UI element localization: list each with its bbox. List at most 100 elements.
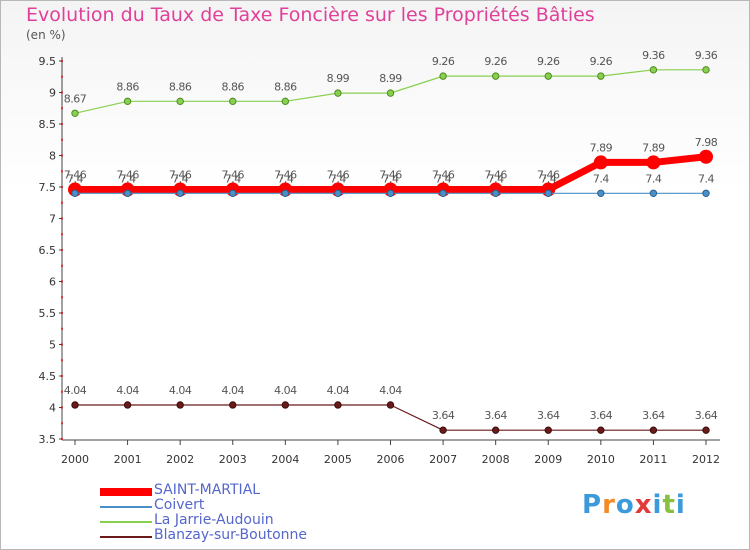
logo-letter: o	[615, 490, 635, 520]
data-label-la-jarrie-audouin: 8.86	[222, 80, 245, 93]
x-tick-label: 2012	[692, 453, 720, 466]
data-point-la-jarrie-audouin	[229, 97, 237, 106]
data-point-blanzay-sur-boutonne	[123, 401, 132, 409]
data-label-la-jarrie-audouin: 9.26	[432, 55, 455, 68]
data-point-coivert	[123, 189, 132, 198]
y-tick-label: 6	[49, 276, 56, 289]
y-tick-label: 6.5	[39, 244, 57, 257]
y-minor-tick	[61, 359, 63, 362]
data-label-la-jarrie-audouin: 8.86	[169, 80, 192, 93]
y-tick-label: 9.5	[39, 55, 57, 68]
data-label-la-jarrie-audouin: 8.99	[379, 72, 402, 85]
x-tick-label: 2009	[534, 453, 562, 466]
y-minor-tick	[61, 264, 63, 267]
legend-item: Blanzay-sur-Boutonne	[100, 527, 360, 544]
x-tick-label: 2003	[219, 453, 247, 466]
chart-legend: SAINT-MARTIAL Coivert La Jarrie-Audouin Bla…	[100, 482, 360, 544]
legend-item: Coivert	[100, 497, 360, 514]
data-point-coivert	[334, 189, 342, 198]
data-point-coivert	[229, 189, 237, 198]
legend-label: Coivert	[154, 497, 205, 513]
data-point-saint-martial	[646, 155, 661, 170]
data-point-blanzay-sur-boutonne	[229, 401, 237, 409]
data-point-saint-martial	[593, 155, 608, 170]
data-point-la-jarrie-audouin	[491, 72, 500, 80]
proxiti-logo: Proxiti	[582, 490, 686, 520]
logo-letter: r	[602, 490, 616, 520]
y-tick-label: 8.5	[39, 118, 57, 131]
data-point-coivert	[544, 189, 552, 198]
legend-swatch	[100, 506, 152, 508]
data-point-la-jarrie-audouin	[702, 66, 710, 74]
y-minor-tick	[61, 327, 63, 330]
x-tick-label: 2011	[639, 453, 667, 466]
y-tick-label: 4	[49, 402, 56, 415]
logo-letter: i	[675, 490, 686, 520]
data-label-la-jarrie-audouin: 8.86	[274, 80, 297, 93]
legend-swatch	[100, 488, 152, 496]
logo-letter: i	[652, 490, 663, 520]
legend-label: SAINT-MARTIAL	[154, 482, 261, 498]
data-label-blanzay-sur-boutonne: 3.64	[432, 409, 455, 422]
logo-letter: P	[582, 490, 603, 520]
data-label-coivert: 7.4	[120, 172, 136, 185]
x-tick-label: 2001	[114, 453, 142, 466]
data-point-coivert	[386, 189, 395, 198]
data-point-blanzay-sur-boutonne	[544, 426, 552, 434]
legend-swatch	[100, 536, 152, 538]
legend-swatch	[100, 521, 152, 523]
data-point-la-jarrie-audouin	[281, 97, 290, 106]
data-point-blanzay-sur-boutonne	[176, 401, 184, 409]
data-label-blanzay-sur-boutonne: 4.04	[327, 384, 350, 397]
y-minor-tick	[61, 107, 63, 110]
y-tick-label: 3.5	[39, 433, 57, 446]
x-tick-label: 2006	[377, 453, 405, 466]
data-point-la-jarrie-audouin	[597, 72, 605, 80]
x-tick-label: 2005	[324, 453, 352, 466]
data-label-coivert: 7.4	[225, 172, 241, 185]
data-label-la-jarrie-audouin: 9.26	[484, 55, 507, 68]
data-label-saint-martial: 7.89	[642, 141, 665, 154]
y-minor-tick	[61, 170, 63, 173]
data-label-coivert: 7.4	[435, 172, 451, 185]
data-point-blanzay-sur-boutonne	[71, 401, 79, 409]
data-label-blanzay-sur-boutonne: 3.64	[590, 409, 613, 422]
data-point-blanzay-sur-boutonne	[281, 401, 290, 409]
data-point-coivert	[439, 189, 447, 198]
data-label-la-jarrie-audouin: 9.26	[590, 55, 613, 68]
x-tick-label: 2002	[166, 453, 194, 466]
data-label-coivert: 7.4	[330, 172, 346, 185]
data-label-coivert: 7.4	[172, 172, 188, 185]
x-tick-label: 2004	[271, 453, 299, 466]
data-label-coivert: 7.4	[540, 172, 556, 185]
data-label-la-jarrie-audouin: 9.36	[695, 49, 718, 62]
data-point-blanzay-sur-boutonne	[334, 401, 342, 409]
data-point-coivert	[702, 189, 710, 198]
data-label-blanzay-sur-boutonne: 3.64	[484, 409, 507, 422]
data-point-coivert	[597, 189, 605, 198]
y-tick-label: 8	[49, 150, 56, 163]
legend-label: Blanzay-sur-Boutonne	[154, 527, 308, 543]
legend-label: La Jarrie-Audouin	[154, 512, 274, 528]
data-label-blanzay-sur-boutonne: 4.04	[274, 384, 297, 397]
y-tick-label: 7.5	[39, 181, 57, 194]
data-label-coivert: 7.4	[488, 172, 504, 185]
data-label-la-jarrie-audouin: 8.67	[64, 92, 87, 105]
data-label-la-jarrie-audouin: 9.36	[642, 49, 665, 62]
data-label-coivert: 7.4	[645, 172, 661, 185]
data-point-la-jarrie-audouin	[176, 97, 184, 106]
data-label-la-jarrie-audouin: 9.26	[537, 55, 560, 68]
data-label-blanzay-sur-boutonne: 4.04	[64, 384, 87, 397]
data-point-saint-martial	[699, 149, 713, 164]
legend-item: SAINT-MARTIAL	[100, 482, 360, 499]
y-tick-label: 7	[49, 213, 56, 226]
data-label-saint-martial: 7.46	[484, 169, 507, 182]
data-point-la-jarrie-audouin	[544, 72, 552, 80]
data-label-la-jarrie-audouin: 8.86	[116, 80, 139, 93]
data-label-blanzay-sur-boutonne: 4.04	[222, 384, 245, 397]
y-minor-tick	[61, 75, 63, 78]
y-minor-tick	[61, 201, 63, 204]
data-label-coivert: 7.4	[593, 172, 609, 185]
data-point-la-jarrie-audouin	[123, 97, 132, 106]
